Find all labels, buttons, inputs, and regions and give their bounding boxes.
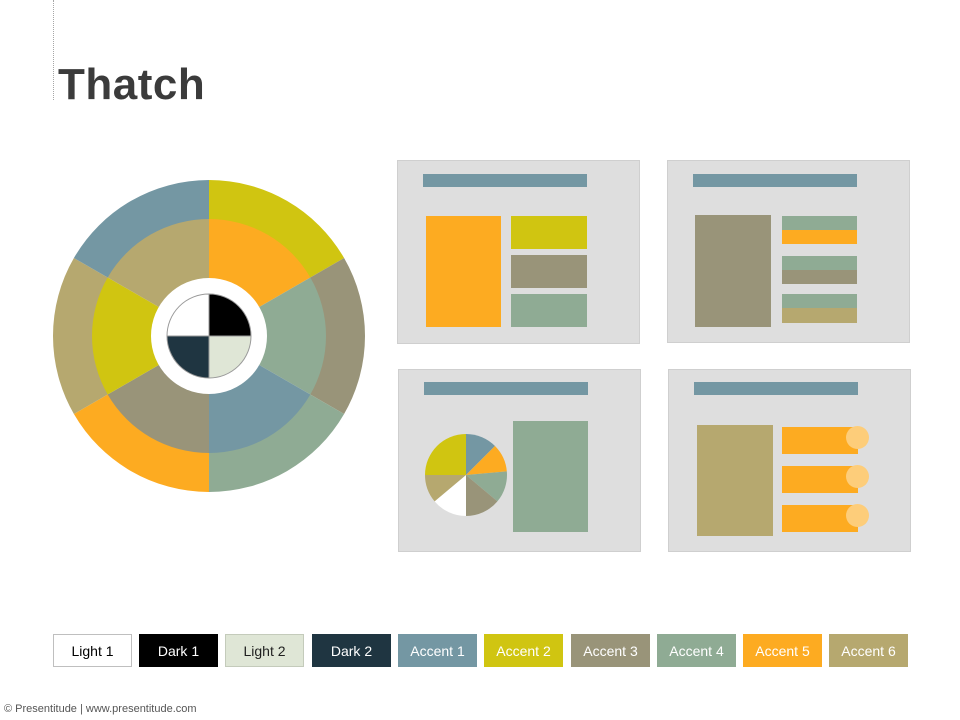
content-block	[697, 425, 773, 536]
middle-ring-segment	[92, 277, 161, 395]
bullet-circle	[846, 504, 869, 527]
content-block	[511, 216, 587, 249]
swatch-accent-4: Accent 4	[657, 634, 736, 667]
pie-slice	[466, 471, 507, 502]
color-wheel	[52, 180, 366, 492]
pie-chart	[425, 434, 507, 516]
middle-ring-segment	[257, 277, 326, 395]
slide-title-bar	[424, 382, 588, 395]
content-block	[782, 216, 857, 230]
content-block	[782, 256, 857, 270]
swatch-accent-6: Accent 6	[829, 634, 908, 667]
slide-title-bar	[694, 382, 858, 395]
pie-slice	[466, 446, 507, 475]
swatch-accent-2: Accent 2	[484, 634, 563, 667]
dotted-guide-line	[53, 0, 54, 100]
pie-slice	[466, 475, 498, 516]
pie-slice	[425, 475, 466, 502]
content-block	[513, 421, 588, 532]
swatch-accent-3: Accent 3	[571, 634, 650, 667]
content-block	[511, 255, 587, 288]
center-quadrant	[166, 293, 210, 337]
pie-slice	[466, 434, 495, 475]
content-block	[782, 466, 858, 493]
slide-title-bar	[693, 174, 857, 187]
content-block	[782, 294, 857, 308]
outer-ring-segment	[209, 180, 345, 278]
swatch-dark-1: Dark 1	[139, 634, 218, 667]
center-quadrant	[166, 335, 210, 379]
outer-ring-segment	[73, 394, 209, 492]
outer-ring-segment	[209, 394, 345, 492]
outer-ring-segment	[73, 180, 209, 278]
outer-ring-segment	[309, 258, 366, 414]
pie-slice	[434, 475, 466, 516]
bullet-circle	[846, 426, 869, 449]
swatch-dark-2: Dark 2	[312, 634, 391, 667]
pie-slice	[425, 434, 466, 475]
content-block	[782, 427, 858, 454]
slide-title-bar	[423, 174, 587, 187]
footer-copyright: © Presentitude | www.presentitude.com	[4, 703, 197, 715]
content-block	[782, 308, 857, 323]
swatch-accent-5: Accent 5	[743, 634, 822, 667]
bullet-circle	[846, 465, 869, 488]
content-block	[426, 216, 501, 327]
slide-thumbnail-layout-2	[667, 160, 910, 343]
slide-thumbnail-layout-3	[398, 369, 641, 552]
center-quadrant	[208, 335, 252, 379]
content-block	[511, 294, 587, 327]
page-title: Thatch	[58, 60, 206, 109]
swatch-light-2: Light 2	[225, 634, 304, 667]
outer-ring-segment	[52, 258, 109, 414]
content-block	[782, 505, 858, 532]
slide-thumbnail-layout-4	[668, 369, 911, 552]
content-block	[782, 230, 857, 244]
slide-thumbnail-layout-1	[397, 160, 640, 344]
swatch-light-1: Light 1	[53, 634, 132, 667]
center-quadrant	[208, 293, 252, 337]
content-block	[782, 270, 857, 284]
content-block	[695, 215, 771, 327]
swatch-accent-1: Accent 1	[398, 634, 477, 667]
